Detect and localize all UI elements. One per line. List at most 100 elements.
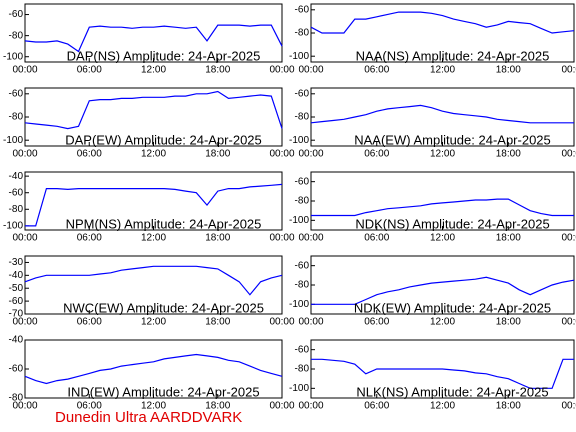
y-tick-label: -60 <box>9 364 24 375</box>
plot-frame <box>24 3 283 63</box>
data-line <box>24 90 283 130</box>
x-tick-label: 12:00 <box>141 149 166 160</box>
data-line <box>310 104 574 124</box>
x-tick-label: 00:00 <box>269 233 294 244</box>
x-tick-label: 00:00 <box>12 233 37 244</box>
y-tick-label: -100 <box>289 215 309 226</box>
x-tick-label: 00:00 <box>298 149 323 160</box>
y-tick-label: -100 <box>3 220 23 231</box>
x-tick-label: 18:00 <box>496 317 521 328</box>
y-tick-label: -60 <box>295 176 310 187</box>
x-tick-label: 06:00 <box>77 317 102 328</box>
x-tick-label: 00:00 <box>269 317 294 328</box>
y-tick-label: -30 <box>9 257 24 268</box>
panel-title: IND(EW) Amplitude: 24-Apr-2025 <box>67 384 259 399</box>
data-line <box>24 353 283 385</box>
plot-frame <box>24 171 283 231</box>
data-line <box>311 198 574 217</box>
x-tick-label: 06:00 <box>364 401 389 412</box>
y-tick-label: -100 <box>289 135 309 146</box>
x-tick-label: 00:00 <box>12 65 37 76</box>
panel-title: NDK(EW) Amplitude: 24-Apr-2025 <box>354 300 551 315</box>
data-line <box>311 276 575 305</box>
y-tick-label: -60 <box>9 9 24 20</box>
x-tick-label: 12:00 <box>430 401 455 412</box>
y-tick-label: -40 <box>9 171 24 182</box>
panel-title: NWC(EW) Amplitude: 24-Apr-2025 <box>63 300 264 315</box>
y-tick-label: -40 <box>9 335 24 346</box>
plot-frame <box>24 339 283 399</box>
x-tick-label: 18:00 <box>205 317 230 328</box>
y-tick-label: -60 <box>295 260 310 271</box>
x-tick-label: 12:00 <box>141 65 166 76</box>
y-tick-label: -80 <box>9 393 24 404</box>
x-tick-label: 12:00 <box>141 233 166 244</box>
x-tick-label: 00:00 <box>12 149 37 160</box>
panel-title: NLK(NS) Amplitude: 24-Apr-2025 <box>356 384 548 399</box>
y-tick-label: -60 <box>9 88 24 99</box>
x-tick-label: 00:00 <box>561 401 576 412</box>
x-tick-label: 18:00 <box>496 65 521 76</box>
y-tick-label: -60 <box>295 4 310 15</box>
x-tick-label: 18:00 <box>496 401 521 412</box>
data-line <box>24 265 283 296</box>
x-tick-label: 06:00 <box>77 233 102 244</box>
panel-title: NAA(EW) Amplitude: 24-Apr-2025 <box>354 132 551 147</box>
y-tick-label: -40 <box>9 270 24 281</box>
panel-title: DAP(EW) Amplitude: 24-Apr-2025 <box>65 132 262 147</box>
y-tick-label: -100 <box>3 51 23 62</box>
x-tick-label: 18:00 <box>496 233 521 244</box>
x-tick-label: 18:00 <box>496 149 521 160</box>
plot-frame <box>310 171 575 231</box>
y-tick-label: -60 <box>295 344 310 355</box>
panel-title: NDK(NS) Amplitude: 24-Apr-2025 <box>355 216 549 231</box>
x-tick-label: 06:00 <box>364 149 389 160</box>
y-tick-label: -80 <box>295 280 310 291</box>
y-tick-label: -80 <box>295 364 310 375</box>
x-tick-label: 06:00 <box>77 149 102 160</box>
y-tick-label: -50 <box>9 283 24 294</box>
x-tick-label: 06:00 <box>77 65 102 76</box>
x-tick-label: 18:00 <box>205 233 230 244</box>
panel-title: NAA(NS) Amplitude: 24-Apr-2025 <box>356 48 550 63</box>
x-tick-label: 00:00 <box>298 233 323 244</box>
x-tick-label: 00:00 <box>561 149 576 160</box>
x-tick-label: 18:00 <box>205 65 230 76</box>
data-line <box>311 358 574 389</box>
y-tick-label: -80 <box>295 196 310 207</box>
x-tick-label: 00:00 <box>561 233 576 244</box>
x-tick-label: 18:00 <box>205 149 230 160</box>
x-tick-label: 00:00 <box>12 317 37 328</box>
panel-title: DAP(NS) Amplitude: 24-Apr-2025 <box>67 48 261 63</box>
x-tick-label: 12:00 <box>430 233 455 244</box>
x-tick-label: 00:00 <box>298 65 323 76</box>
y-tick-label: -100 <box>289 383 309 394</box>
y-tick-label: -60 <box>9 296 24 307</box>
y-tick-label: -80 <box>295 28 310 39</box>
data-line <box>25 183 283 227</box>
x-tick-label: 06:00 <box>364 317 389 328</box>
x-tick-label: 18:00 <box>205 401 230 412</box>
x-tick-label: 12:00 <box>430 317 455 328</box>
x-tick-label: 00:00 <box>298 401 323 412</box>
x-tick-label: 00:00 <box>561 317 576 328</box>
x-tick-label: 00:00 <box>269 149 294 160</box>
y-tick-label: -60 <box>9 187 24 198</box>
y-tick-label: -80 <box>295 112 310 123</box>
x-tick-label: 12:00 <box>430 149 455 160</box>
x-tick-label: 00:00 <box>269 401 294 412</box>
x-tick-label: 06:00 <box>364 233 389 244</box>
y-tick-label: -100 <box>3 135 23 146</box>
data-line <box>310 11 575 34</box>
x-tick-label: 00:00 <box>269 65 294 76</box>
x-tick-label: 00:00 <box>298 317 323 328</box>
plot-frame <box>24 255 283 315</box>
y-tick-label: -100 <box>289 299 309 310</box>
y-tick-label: -70 <box>9 309 24 320</box>
x-tick-label: 12:00 <box>141 317 166 328</box>
data-line <box>24 24 283 53</box>
panel-title: NPM(NS) Amplitude: 24-Apr-2025 <box>66 216 262 231</box>
y-tick-label: -60 <box>295 88 310 99</box>
